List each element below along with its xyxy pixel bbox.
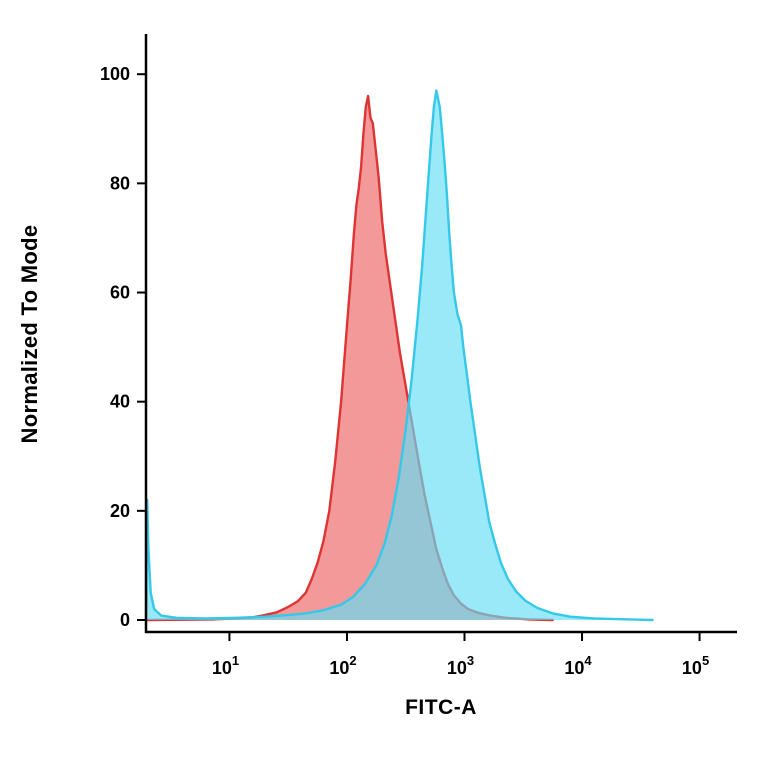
- y-axis-label: Normalized To Mode: [17, 224, 42, 444]
- y-tick-label: 20: [110, 501, 130, 521]
- red-control-peak-fill: [146, 96, 553, 620]
- y-tick-label: 100: [100, 64, 130, 84]
- y-tick-label: 80: [110, 173, 130, 193]
- x-tick-label: 103: [447, 653, 474, 678]
- x-tick-label: 105: [682, 653, 709, 678]
- cyan-antibody-peak-fill: [146, 90, 653, 621]
- x-tick-label: 101: [212, 653, 239, 678]
- cyan-antibody-peak-line: [144, 89, 654, 622]
- y-tick-label: 60: [110, 283, 130, 303]
- x-tick-label: 104: [564, 653, 592, 678]
- x-axis-label: FITC-A: [405, 696, 477, 719]
- y-tick-label: 40: [110, 392, 130, 412]
- y-tick-label: 0: [120, 610, 130, 630]
- x-tick-label: 102: [329, 653, 356, 678]
